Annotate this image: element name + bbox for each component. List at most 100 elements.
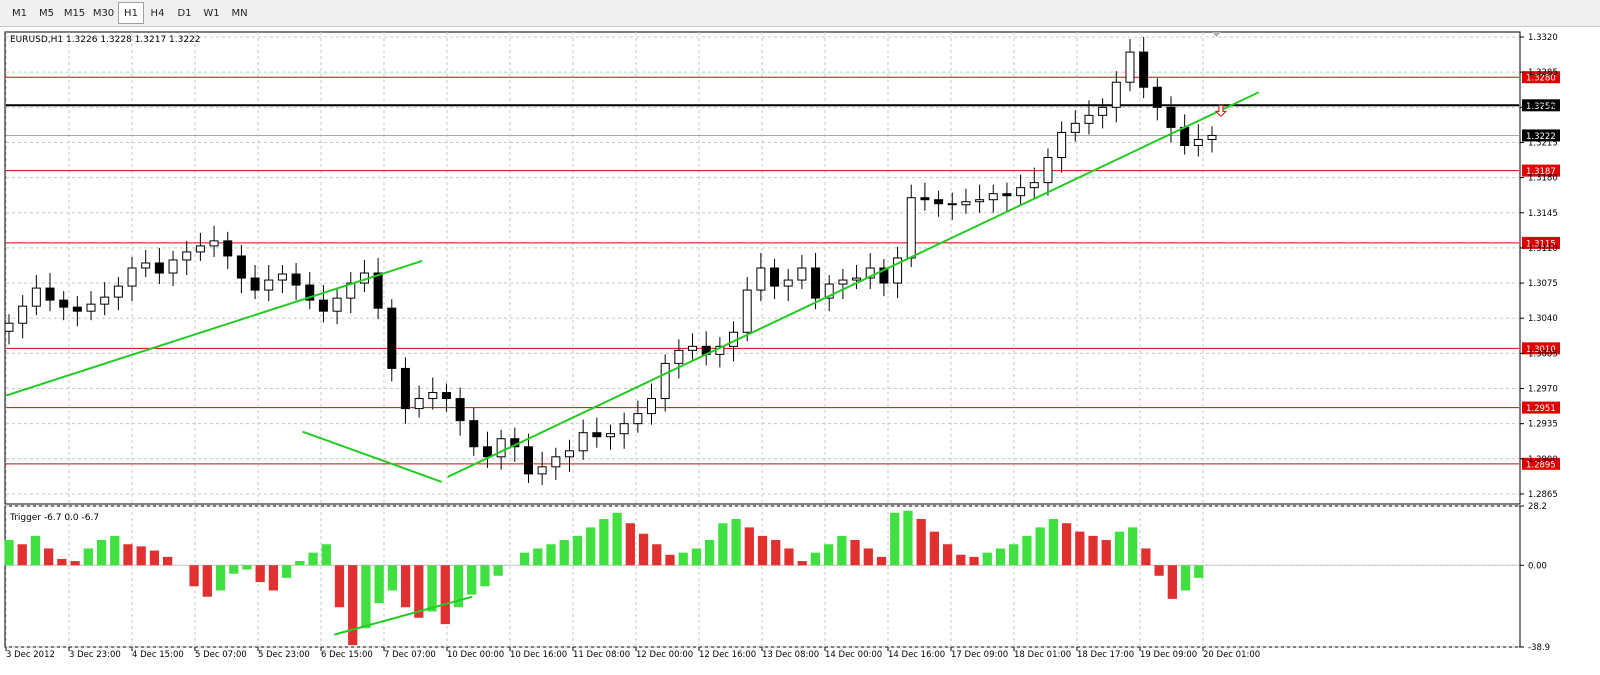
trendline [302, 430, 443, 483]
sell-arrow-shape [1214, 104, 1228, 118]
price-tick-label: 1.3040 [1528, 314, 1558, 324]
timeframe-button-h4[interactable]: H4 [150, 8, 165, 19]
bear-candle [373, 272, 383, 309]
chart-title: EURUSD,H1 1.3226 1.3228 1.3217 1.3222 [10, 35, 201, 45]
bull-candle [113, 285, 123, 298]
indicator-tick-label: -38.9 [1528, 643, 1550, 653]
support-level-tag [1522, 457, 1560, 470]
bear-candle [455, 398, 465, 422]
price-tick-label: 1.3075 [1528, 279, 1558, 289]
bear-candle [250, 277, 260, 291]
timeframe-button-w1[interactable]: W1 [203, 8, 220, 19]
bear-candle [223, 240, 233, 257]
bull-candle [893, 257, 903, 284]
bull-candle [838, 279, 848, 285]
time-tick-label: 10 Dec 00:00 [447, 650, 504, 660]
indicator-trendline [334, 595, 473, 636]
timeframe-button-m1[interactable]: M1 [12, 8, 27, 19]
price-tick-label: 1.3215 [1528, 138, 1558, 148]
timeframe-button-h1[interactable]: H1 [118, 2, 144, 24]
bull-candle [1029, 182, 1039, 189]
bear-candle [1139, 51, 1149, 88]
time-tick-label: 5 Dec 07:00 [195, 650, 247, 660]
bear-candle [469, 420, 479, 448]
bull-candle [18, 305, 28, 324]
timeframe-button-m30[interactable]: M30 [92, 8, 115, 19]
bull-candle [865, 267, 875, 279]
bull-candle [414, 398, 424, 410]
bear-candle [1180, 126, 1190, 146]
resistance-level-tag [1522, 71, 1560, 84]
time-tick-label: 4 Dec 15:00 [132, 650, 184, 660]
support-level-tag-label: 1.2951 [1526, 404, 1556, 414]
support-level-tag-label: 1.3010 [1526, 345, 1556, 355]
time-tick-label: 19 Dec 09:00 [1140, 650, 1197, 660]
price-tick-label: 1.3005 [1528, 349, 1558, 359]
price-tick-label: 1.3250 [1528, 103, 1558, 113]
support-level-tag [1522, 342, 1560, 355]
bull-candle [975, 199, 985, 203]
bull-candle [660, 362, 670, 400]
time-tick-label: 14 Dec 00:00 [825, 650, 882, 660]
bull-candle [606, 433, 615, 438]
bear-candle [45, 287, 55, 301]
bear-candle [482, 446, 492, 458]
bull-candle [742, 289, 752, 333]
bull-candle [127, 267, 137, 287]
bull-candle [1111, 81, 1121, 108]
time-tick-label: 12 Dec 16:00 [699, 650, 756, 660]
marked-level-tag [1522, 99, 1560, 112]
timeframe-button-m15[interactable]: M15 [63, 8, 86, 19]
time-tick-label: 7 Dec 07:00 [384, 650, 436, 660]
bear-candle [387, 307, 397, 369]
time-tick-label: 10 Dec 16:00 [510, 650, 567, 660]
bull-candle [1043, 157, 1053, 184]
time-tick-label: 3 Dec 23:00 [69, 650, 121, 660]
bull-candle [797, 267, 807, 281]
bull-candle [86, 303, 96, 312]
time-tick-label: 20 Dec 01:00 [1203, 650, 1260, 660]
timeframe-button-mn[interactable]: MN [231, 8, 248, 19]
price-tick-label: 1.3145 [1528, 209, 1558, 219]
indicator-tick-label: 0.00 [1528, 561, 1547, 571]
bull-candle [537, 466, 547, 475]
time-tick-label: 11 Dec 08:00 [573, 650, 630, 660]
price-tick-label: 1.3285 [1528, 68, 1558, 78]
bull-candle [783, 279, 793, 287]
price-tick-label: 1.2970 [1528, 385, 1558, 395]
bull-candle [1057, 131, 1067, 159]
bear-candle [1002, 193, 1012, 197]
bear-candle [920, 197, 930, 201]
bull-candle [1016, 187, 1026, 197]
bull-candle [988, 193, 998, 201]
timeframe-button-d1[interactable]: D1 [177, 8, 192, 19]
price-tick-label: 1.2900 [1528, 455, 1558, 465]
trendline [5, 260, 423, 397]
bull-candle [961, 201, 971, 206]
trigger-histogram [4, 510, 1519, 646]
bull-candle [264, 279, 274, 291]
timeframe-toolbar: M1 M5 M15 M30 H1 H4 D1 W1 MN [0, 0, 1600, 27]
bear-candle [318, 299, 328, 312]
bull-candle [551, 456, 561, 468]
bull-candle [1193, 138, 1203, 146]
bear-candle [441, 392, 451, 400]
support-level-tag [1522, 164, 1560, 177]
bear-candle [305, 284, 315, 301]
bull-candle [195, 245, 205, 253]
time-tick-label: 12 Dec 00:00 [636, 650, 693, 660]
price-trendlines [5, 91, 1260, 483]
timeframe-button-m5[interactable]: M5 [39, 8, 54, 19]
indicator-axis: 28.2 0.00 -38.9 [1520, 502, 1550, 653]
bull-candle [1125, 51, 1135, 83]
support-level-tag [1522, 401, 1560, 414]
bull-candle [578, 432, 588, 452]
bull-candle [141, 262, 151, 269]
bull-candle [824, 283, 834, 299]
bull-candle [852, 277, 862, 281]
bull-candle [647, 398, 657, 415]
bear-candle [592, 432, 602, 438]
price-tick-label: 1.3320 [1528, 33, 1558, 43]
bear-candle [879, 267, 889, 284]
chart-area[interactable]: 1.3280 1.3252 1.3222 1.3187 1.3115 1.3010 1.29… [0, 27, 1600, 675]
